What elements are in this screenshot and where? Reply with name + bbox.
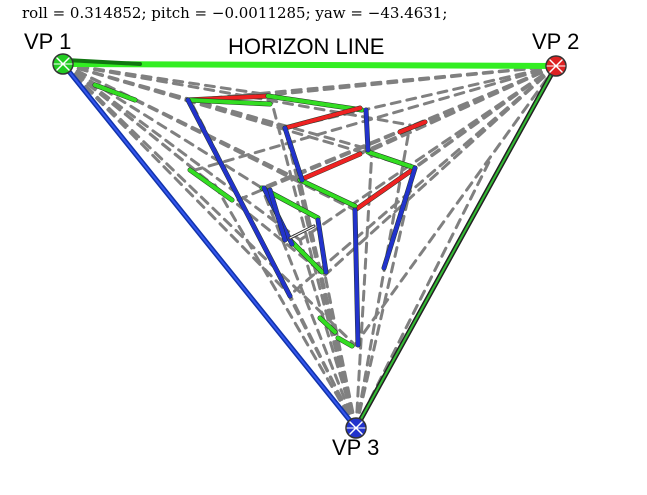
horizon-line-label: HORIZON LINE [228,34,385,59]
vanishing-point-markers [52,53,567,439]
edge-axis_z-17 [364,108,370,152]
guide-line-vp1-8 [61,62,302,242]
guide-line-vp2-5 [370,64,558,152]
edge-axis_x-3 [283,106,362,130]
edge-axis_z-16 [283,126,304,182]
edge-axis_x-9 [398,120,427,134]
guide-line-vp3-8 [288,293,358,430]
guide-line-vp3-6 [260,186,358,430]
edge-axis_x-5 [353,166,417,212]
edge-axis_y-13 [318,316,337,334]
orientation-readout: roll = 0.314852; pitch = −0.0011285; yaw… [22,4,448,22]
guide-line-vp3-10 [213,183,358,430]
edge-axis_y-12 [288,238,324,274]
edge-axis_z-15 [186,98,292,298]
guide-line-vp2-9 [288,64,558,297]
side-vp2-vp3-highlight [355,65,557,429]
guide-line-vp2-13 [193,64,558,172]
edge-axis_z-19 [353,208,360,347]
vp3-label: VP 3 [332,435,380,460]
guide-line-vp3-9 [323,273,358,430]
guide-line-vp2-8 [298,64,558,242]
guide-line-vp2-0 [188,64,558,102]
edge-axis_z-22 [268,188,287,242]
edge-axis_y-1 [266,94,364,112]
edge-axis_z-21 [316,218,328,274]
guide-line-vp3-3 [298,178,358,430]
vp1-label: VP 1 [24,29,72,54]
guide-line-vp1-12 [61,62,197,172]
edge-axis_y-7 [366,150,417,170]
horizon-line [60,61,559,69]
guide-line-vp2-1 [268,64,558,97]
edge-small-white [289,225,315,239]
horizon-dark-segment [64,58,142,66]
edge-axis_y-6 [298,178,357,208]
edge-axis_z-20 [382,166,417,270]
guide-line-vp2-11 [353,64,558,347]
edge-axis_x-4 [298,152,362,182]
edge-axis_y-14 [336,336,354,348]
guide-line-vp2-10 [323,64,558,277]
vp2-label: VP 2 [532,29,580,54]
guide-line-vp3-4 [354,148,374,430]
triangle-sides [60,58,559,431]
object-edges [92,82,428,349]
guide-line-vp1-9 [61,62,292,297]
edge-axis_y-11 [188,168,234,202]
edge-axis_y-2 [186,98,272,106]
guide-line-vp3-5 [354,166,417,430]
side-vp1-vp3-highlight [62,63,357,429]
guide-line-vp3-7 [298,238,358,430]
guide-line-vp1-11 [61,62,357,347]
edge-axis_y-10 [93,83,137,102]
guide-line-vp2-6 [413,64,558,170]
